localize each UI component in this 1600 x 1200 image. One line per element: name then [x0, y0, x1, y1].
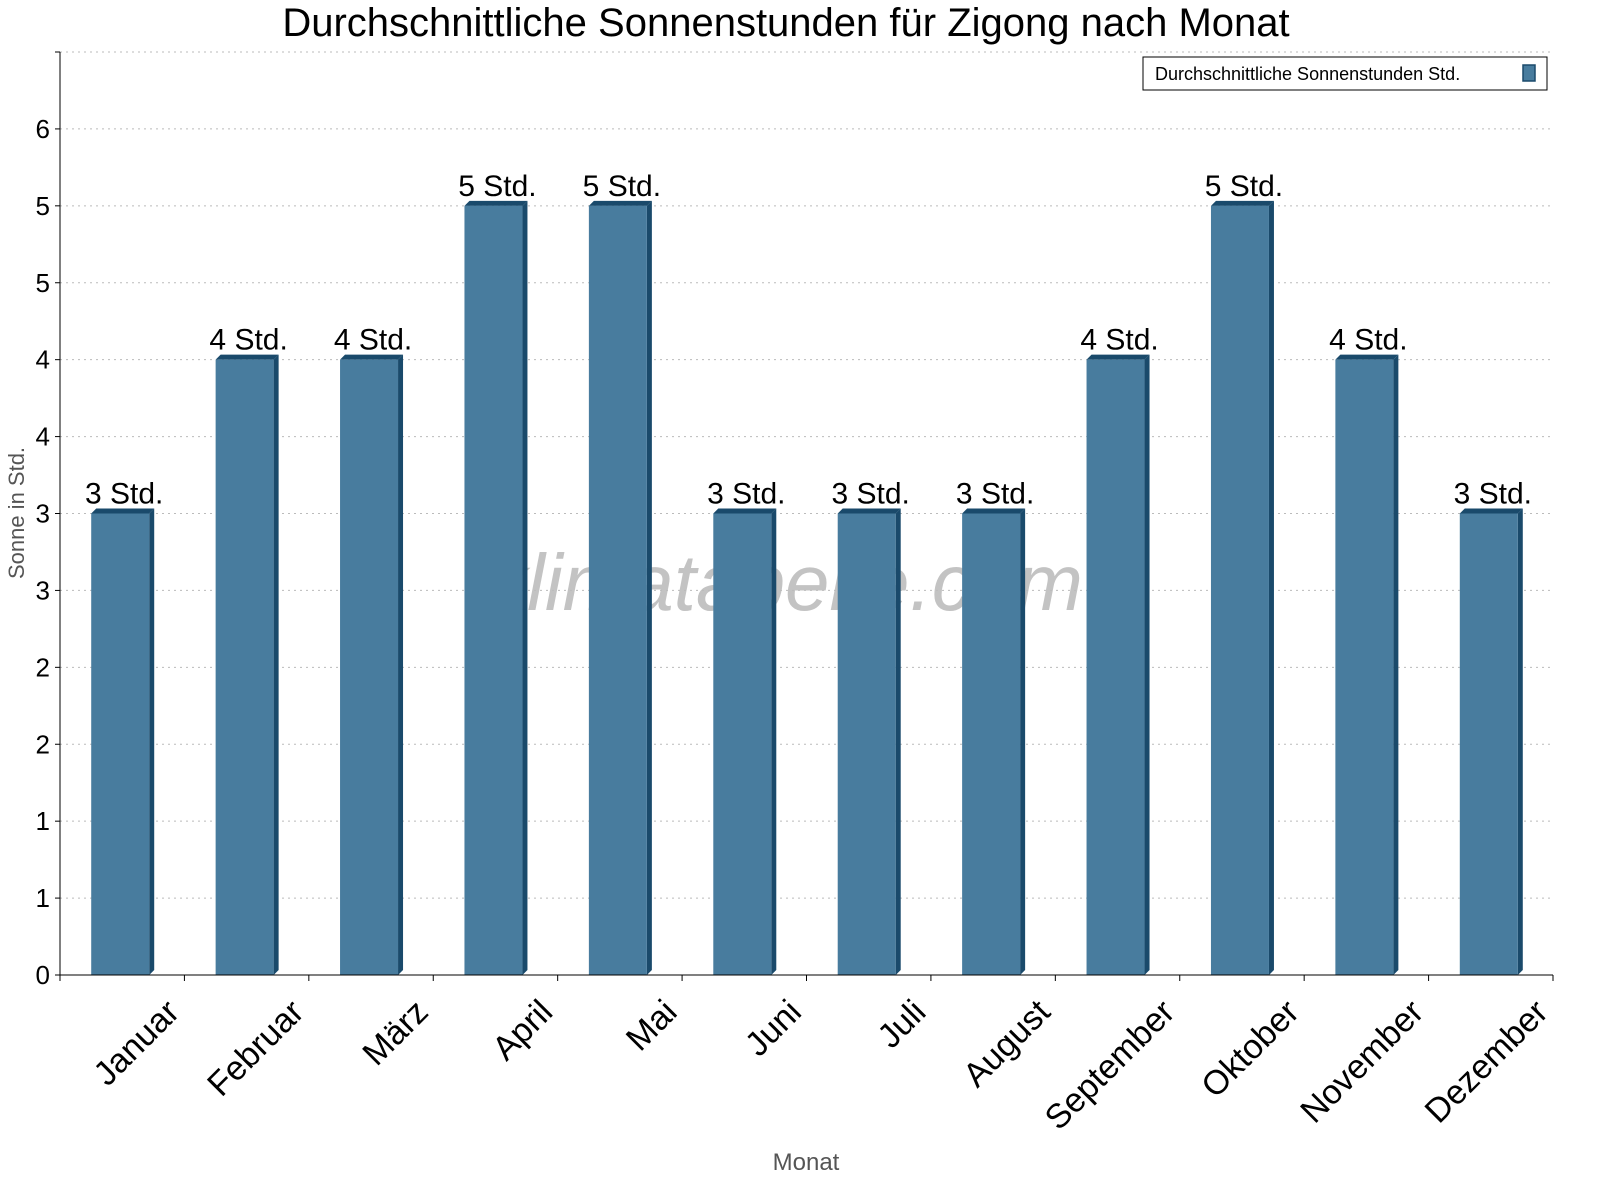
bar-top: [713, 508, 777, 514]
x-tick-label: Dezember: [1418, 993, 1556, 1131]
bar: [962, 513, 1021, 975]
x-tick-label: Mai: [619, 993, 685, 1059]
bar: [340, 359, 399, 976]
bar-side: [1268, 200, 1274, 976]
bar: [215, 359, 274, 976]
y-tick-label: 6: [36, 114, 50, 144]
bar-side: [1020, 508, 1026, 975]
data-label: 4 Std.: [334, 324, 412, 357]
bar-side: [1517, 508, 1523, 975]
y-tick-label: 1: [36, 806, 50, 836]
bar-side: [895, 508, 901, 975]
bar: [91, 513, 150, 975]
data-label: 5 Std.: [583, 170, 661, 203]
bar-top: [340, 354, 404, 360]
data-label: 3 Std.: [707, 478, 785, 511]
y-tick-label: 0: [36, 960, 50, 990]
y-tick-label: 5: [36, 191, 50, 221]
bar: [1086, 359, 1145, 976]
data-label: 5 Std.: [458, 170, 536, 203]
x-tick-label: April: [485, 993, 560, 1068]
bar-side: [646, 200, 652, 976]
bar-top: [962, 508, 1026, 514]
x-tick-label: Januar: [86, 993, 186, 1093]
bar-top: [1210, 200, 1274, 206]
data-label: 4 Std.: [1329, 324, 1407, 357]
bar-side: [398, 354, 404, 976]
bar-side: [1393, 354, 1399, 976]
x-tick-label: November: [1293, 993, 1431, 1131]
bar: [1210, 205, 1269, 976]
legend-label: Durchschnittliche Sonnenstunden Std.: [1155, 64, 1460, 84]
data-label: 3 Std.: [1454, 478, 1532, 511]
y-tick-label: 3: [36, 499, 50, 529]
data-label: 3 Std.: [956, 478, 1034, 511]
chart-title: Durchschnittliche Sonnenstunden für Zigo…: [282, 1, 1289, 45]
y-tick-label: 1: [36, 883, 50, 913]
y-tick-label: 2: [36, 652, 50, 682]
bar-top: [464, 200, 528, 206]
x-tick-label: Februar: [200, 993, 311, 1104]
y-tick-label: 4: [36, 345, 50, 375]
bar-side: [273, 354, 279, 976]
bar: [713, 513, 772, 975]
bar: [1335, 359, 1394, 976]
bar-top: [1459, 508, 1523, 514]
bar-top: [1335, 354, 1399, 360]
x-tick-label: September: [1038, 993, 1182, 1137]
y-tick-label: 5: [36, 268, 50, 298]
bar: [588, 205, 647, 976]
x-tick-label: Oktober: [1194, 993, 1306, 1105]
x-tick-label: Juni: [738, 993, 809, 1064]
x-tick-label: Juli: [870, 993, 933, 1056]
x-tick-label: März: [355, 993, 435, 1073]
legend: Durchschnittliche Sonnenstunden Std.: [1142, 56, 1548, 91]
y-tick-label: 3: [36, 575, 50, 605]
bar-top: [837, 508, 901, 514]
y-tick-label: 4: [36, 422, 50, 452]
bar-side: [771, 508, 777, 975]
data-label: 4 Std.: [1080, 324, 1158, 357]
y-tick-label: 2: [36, 729, 50, 759]
bar-side: [149, 508, 155, 975]
data-label: 3 Std.: [85, 478, 163, 511]
bar-top: [588, 200, 652, 206]
data-label: 3 Std.: [832, 478, 910, 511]
bar: [464, 205, 523, 976]
legend-swatch: [1522, 64, 1536, 82]
bar-side: [522, 200, 528, 976]
data-label: 4 Std.: [209, 324, 287, 357]
bar-top: [1086, 354, 1150, 360]
bar-top: [215, 354, 279, 360]
data-label: 5 Std.: [1205, 170, 1283, 203]
x-axis-label: Monat: [773, 1149, 840, 1176]
bar-side: [1144, 354, 1150, 976]
x-tick-label: August: [956, 992, 1058, 1094]
y-axis-label: Sonne in Std.: [4, 447, 29, 579]
bar: [1459, 513, 1518, 975]
bar: [837, 513, 896, 975]
bar-top: [91, 508, 155, 514]
